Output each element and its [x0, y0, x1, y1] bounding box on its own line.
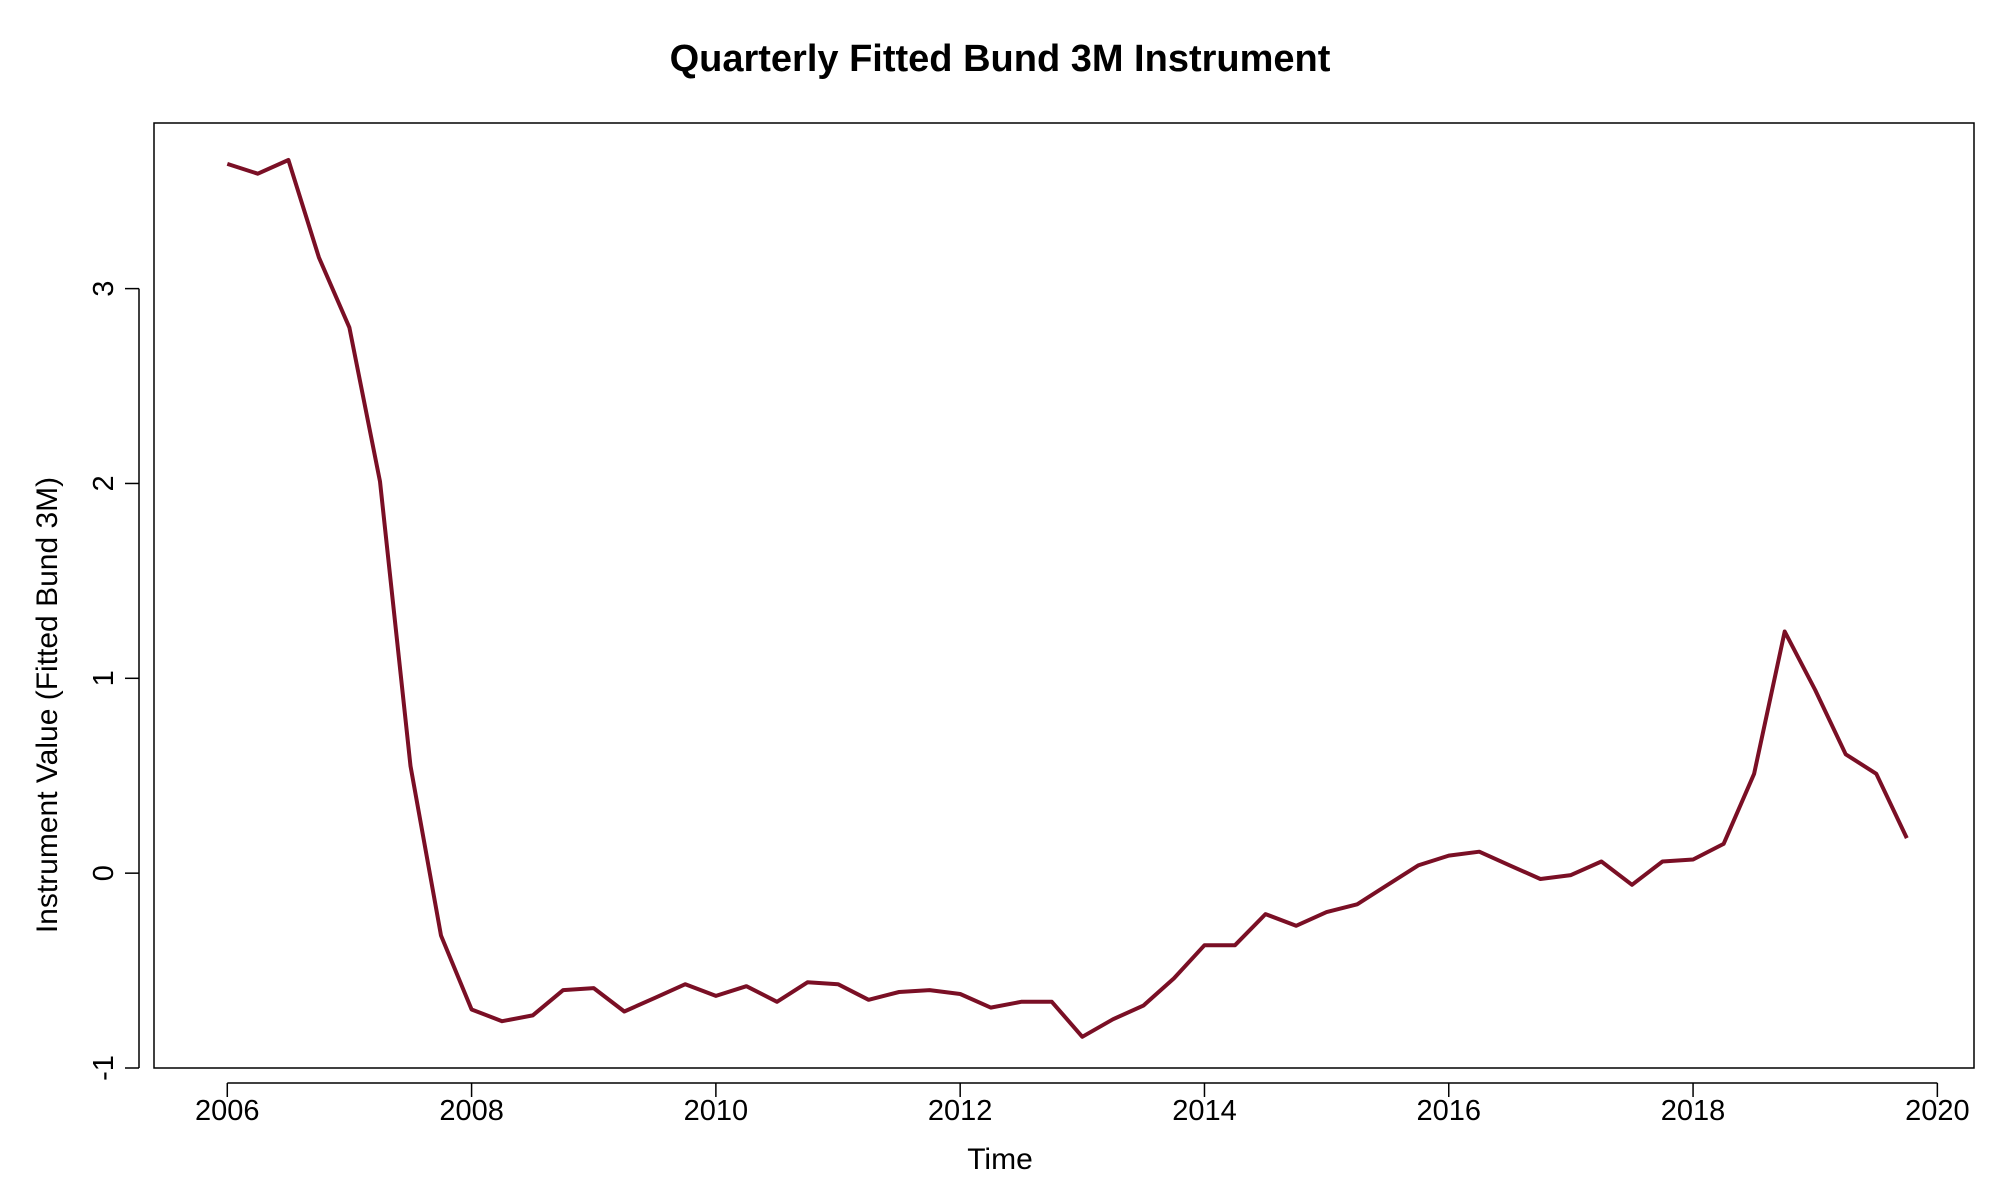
x-tick-label: 2006 — [195, 1095, 260, 1127]
y-tick-label: 2 — [88, 475, 120, 491]
x-tick-label: 2008 — [439, 1095, 504, 1127]
x-tick-label: 2010 — [684, 1095, 749, 1127]
y-tick-label: 0 — [88, 865, 120, 881]
x-tick-label: 2012 — [928, 1095, 993, 1127]
x-tick-label: 2018 — [1661, 1095, 1726, 1127]
y-tick-label: 1 — [88, 670, 120, 686]
x-tick-label: 2016 — [1417, 1095, 1482, 1127]
y-axis-label: Instrument Value (Fitted Bund 3M) — [31, 476, 64, 934]
x-axis-label: Time — [967, 1143, 1033, 1176]
x-tick-label: 2020 — [1905, 1095, 1970, 1127]
series-layer — [226, 158, 1909, 1039]
y-axis: -1 0 1 2 3 — [88, 281, 140, 1081]
series-line — [226, 158, 1909, 1039]
plot-frame — [153, 122, 1975, 1069]
chart-title: Quarterly Fitted Bund 3M Instrument — [669, 38, 1331, 80]
y-tick-label: -1 — [88, 1055, 120, 1081]
x-axis: 2006 2008 2010 2012 2014 2016 2018 2020 — [195, 1082, 1970, 1127]
y-tick-label: 3 — [88, 281, 120, 297]
x-tick-label: 2014 — [1172, 1095, 1237, 1127]
